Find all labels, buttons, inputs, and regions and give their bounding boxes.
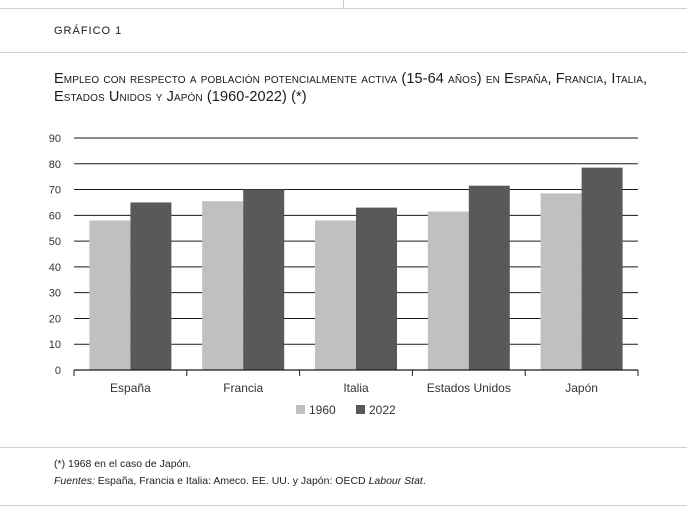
bar-chart: 0 10 20 30 40 50 60 70 80 90 España Francia Italia Es… xyxy=(49,133,639,417)
notes-rule xyxy=(0,447,687,448)
sources: Fuentes: España, Francia e Italia: Ameco… xyxy=(54,473,426,490)
bar-1960-italia xyxy=(315,220,356,370)
y-tick-label-0: 0 xyxy=(55,365,61,377)
bar-1960-españa xyxy=(89,220,131,370)
y-tick-label-20: 20 xyxy=(49,313,61,325)
x-tick-label: Estados Unidos xyxy=(427,381,511,395)
y-tick-label-90: 90 xyxy=(49,133,61,145)
header-rule xyxy=(0,52,687,53)
y-tick-label-50: 50 xyxy=(49,236,61,248)
bottom-rule xyxy=(0,505,687,506)
y-tick-label-70: 70 xyxy=(49,185,61,197)
bar-2022-francia xyxy=(243,189,285,370)
x-tick-label: Francia xyxy=(223,381,263,395)
bar-1960-francia xyxy=(202,201,244,370)
chart-notes: (*) 1968 en el caso de Japón. Fuentes: E… xyxy=(54,456,426,490)
sources-italic: Labour Stat xyxy=(368,475,423,487)
bar-1960-estados-unidos xyxy=(427,211,469,370)
top-rule xyxy=(0,8,687,9)
legend-label-1960: 1960 xyxy=(309,403,336,417)
x-tick-label: Italia xyxy=(343,381,369,395)
bar-2022-españa xyxy=(130,202,172,370)
bar-1960-japón xyxy=(540,193,582,370)
figure-label: Gráfico 1 xyxy=(54,25,123,37)
legend-swatch-2022 xyxy=(356,405,365,414)
bar-2022-italia xyxy=(356,207,397,370)
sources-label: Fuentes: xyxy=(54,475,95,487)
top-divider-tick xyxy=(343,0,344,8)
y-tick-label-60: 60 xyxy=(49,210,61,222)
legend-label-2022: 2022 xyxy=(369,403,396,417)
legend-swatch-1960 xyxy=(296,405,305,414)
sources-text: España, Francia e Italia: Ameco. EE. UU.… xyxy=(94,475,369,487)
x-tick-label: España xyxy=(110,381,151,395)
y-tick-label-10: 10 xyxy=(49,339,61,351)
sources-end: . xyxy=(422,475,426,487)
y-tick-label-80: 80 xyxy=(49,159,61,171)
x-tick-label: Japón xyxy=(565,381,598,395)
footnote: (*) 1968 en el caso de Japón. xyxy=(54,458,192,470)
chart-title: Empleo con respecto a población potencia… xyxy=(54,71,648,105)
y-tick-label-40: 40 xyxy=(49,262,61,274)
y-tick-label-30: 30 xyxy=(49,288,61,300)
bar-2022-estados-unidos xyxy=(468,185,510,370)
bar-2022-japón xyxy=(581,167,623,370)
